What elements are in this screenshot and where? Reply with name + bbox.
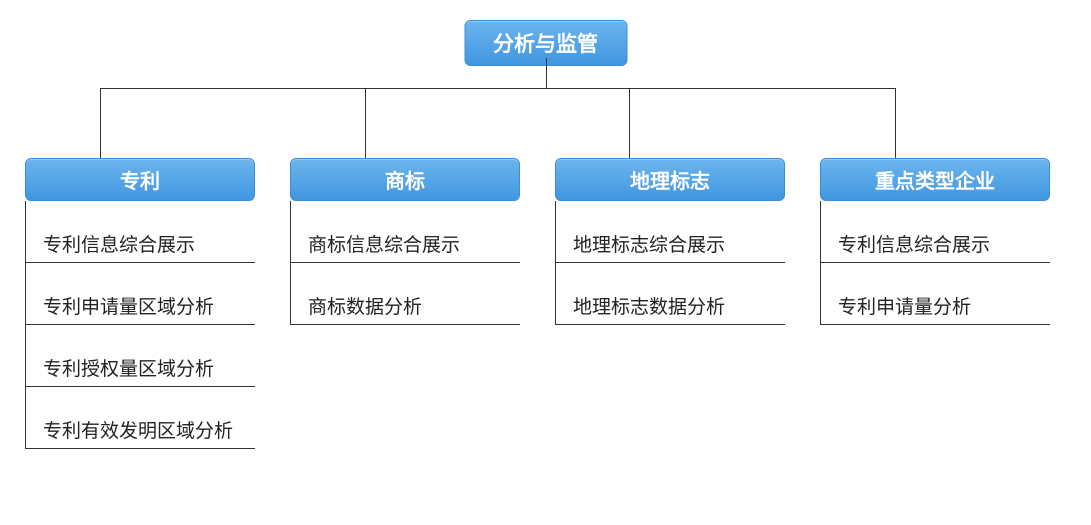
connector-main-hline: [100, 88, 895, 89]
branch-header-0: 专利: [25, 158, 255, 201]
item-text: 专利信息综合展示: [838, 230, 990, 257]
list-item: 专利信息综合展示: [820, 201, 1050, 263]
list-item: 地理标志综合展示: [555, 201, 785, 263]
branch-header-2: 地理标志: [555, 158, 785, 201]
connector-vline-0: [100, 88, 101, 158]
branch-label: 重点类型企业: [875, 171, 995, 193]
item-vline: [820, 201, 821, 263]
item-vline: [25, 387, 26, 449]
list-item: 商标数据分析: [290, 263, 520, 325]
branch-items-0: 专利信息综合展示 专利申请量区域分析 专利授权量区域分析 专利有效发明区域分析: [25, 201, 255, 449]
list-item: 专利申请量分析: [820, 263, 1050, 325]
item-vline: [25, 201, 26, 263]
branch-items-1: 商标信息综合展示 商标数据分析: [290, 201, 520, 325]
list-item: 专利申请量区域分析: [25, 263, 255, 325]
item-vline: [555, 201, 556, 263]
item-hline: [290, 324, 520, 325]
item-text: 地理标志数据分析: [573, 292, 725, 319]
item-vline: [555, 263, 556, 325]
item-text: 商标数据分析: [308, 292, 422, 319]
list-item: 专利授权量区域分析: [25, 325, 255, 387]
root-label: 分析与监管: [493, 33, 598, 56]
item-text: 地理标志综合展示: [573, 230, 725, 257]
branch-header-1: 商标: [290, 158, 520, 201]
connector-vline-3: [895, 88, 896, 158]
item-text: 专利有效发明区域分析: [43, 416, 233, 443]
branch-items-2: 地理标志综合展示 地理标志数据分析: [555, 201, 785, 325]
branch-2: 地理标志 地理标志综合展示 地理标志数据分析: [555, 158, 785, 325]
item-vline: [290, 201, 291, 263]
item-vline: [25, 263, 26, 325]
connector-vline-1: [365, 88, 366, 158]
list-item: 专利有效发明区域分析: [25, 387, 255, 449]
branch-1: 商标 商标信息综合展示 商标数据分析: [290, 158, 520, 325]
item-hline: [25, 448, 255, 449]
item-vline: [820, 263, 821, 325]
branch-items-3: 专利信息综合展示 专利申请量分析: [820, 201, 1050, 325]
branch-header-3: 重点类型企业: [820, 158, 1050, 201]
connector-vline-2: [629, 88, 630, 158]
item-vline: [290, 263, 291, 325]
branch-label: 专利: [120, 171, 160, 193]
list-item: 商标信息综合展示: [290, 201, 520, 263]
item-hline: [555, 324, 785, 325]
item-text: 专利申请量分析: [838, 292, 971, 319]
connector-root-vline: [546, 58, 547, 88]
branch-3: 重点类型企业 专利信息综合展示 专利申请量分析: [820, 158, 1050, 325]
list-item: 地理标志数据分析: [555, 263, 785, 325]
branch-label: 商标: [385, 171, 425, 193]
item-vline: [25, 325, 26, 387]
item-text: 专利信息综合展示: [43, 230, 195, 257]
item-hline: [820, 324, 1050, 325]
item-text: 商标信息综合展示: [308, 230, 460, 257]
branch-label: 地理标志: [630, 171, 710, 193]
item-text: 专利授权量区域分析: [43, 354, 214, 381]
list-item: 专利信息综合展示: [25, 201, 255, 263]
item-text: 专利申请量区域分析: [43, 292, 214, 319]
branch-0: 专利 专利信息综合展示 专利申请量区域分析 专利授权量区域分析 专利有效发明区域…: [25, 158, 255, 449]
